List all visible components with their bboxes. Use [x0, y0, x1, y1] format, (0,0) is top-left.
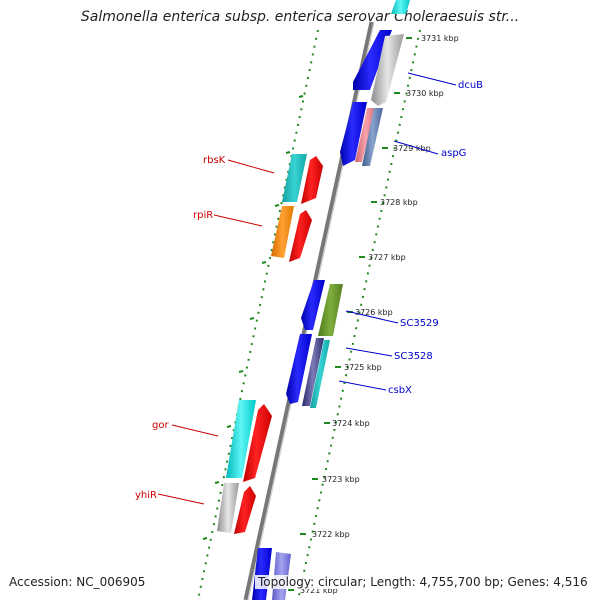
- gene-arrow-dcub-grey[interactable]: [371, 34, 404, 106]
- left-gene-labels: rbsK rpiR gor yhiR: [135, 155, 275, 505]
- gene-arrow-yhir[interactable]: [234, 486, 256, 534]
- gene-arrow-sc3528[interactable]: [302, 338, 324, 406]
- gene-arrow-rbsk[interactable]: [301, 156, 323, 204]
- gene-arrow-rpir-orange[interactable]: [271, 206, 294, 258]
- left-tick-ruler: [197, 29, 319, 600]
- gene-arrow-sc3529-blue[interactable]: [301, 280, 325, 330]
- scale-label: 3727 kbp: [368, 253, 406, 262]
- gene-arrow-gor-cyan[interactable]: [226, 400, 256, 478]
- gene-arrow-aspg-pink[interactable]: [355, 108, 376, 162]
- gene-label-rbsk[interactable]: rbsK: [203, 155, 226, 166]
- gene-label-rpir[interactable]: rpiR: [193, 210, 213, 221]
- scale-label: 3730 kbp: [406, 89, 444, 98]
- left-major-ticks: [202, 95, 304, 540]
- gene-label-aspg[interactable]: aspG: [441, 148, 466, 159]
- gene-arrow-sc3529[interactable]: [318, 284, 343, 336]
- accession-text: Accession: NC_006905: [9, 575, 146, 589]
- scale-label: 3729 kbp: [393, 144, 431, 153]
- gene-arrow-rbsk-teal[interactable]: [282, 154, 307, 202]
- gene-arrow-dcub[interactable]: [353, 30, 392, 90]
- topology-text: Topology: circular; Length: 4,755,700 bp…: [255, 575, 591, 589]
- gene-label-dcub[interactable]: dcuB: [458, 80, 483, 91]
- scale-label: 3728 kbp: [380, 198, 418, 207]
- right-gene-labels: dcuB aspG SC3529 SC3528 csbX: [338, 72, 483, 396]
- scale-label: 3731 kbp: [421, 34, 459, 43]
- scale-label: 3726 kbp: [355, 308, 393, 317]
- gene-label-sc3529[interactable]: SC3529: [400, 318, 439, 329]
- genome-title: Salmonella enterica subsp. enterica sero…: [80, 9, 520, 25]
- gene-arrow-blue-mid[interactable]: [340, 102, 367, 166]
- scale-label: 3723 kbp: [322, 475, 360, 484]
- scale-label: 3724 kbp: [332, 419, 370, 428]
- gene-arrow-sc3528-blue[interactable]: [286, 334, 312, 404]
- scale-label: 3725 kbp: [344, 363, 382, 372]
- gene-label-yhir[interactable]: yhiR: [135, 490, 157, 501]
- scale-label: 3721 kbp: [300, 586, 338, 595]
- right-tick-ruler: [297, 29, 421, 600]
- scale-label: 3722 kbp: [312, 530, 350, 539]
- gene-arrow-gor[interactable]: [243, 404, 272, 482]
- gene-label-csbx[interactable]: csbX: [388, 385, 412, 396]
- gene-arrow-cyan-top[interactable]: [391, 0, 410, 14]
- gene-arrow-rpir[interactable]: [289, 210, 312, 262]
- gene-label-sc3528[interactable]: SC3528: [394, 351, 433, 362]
- gene-arrow-yhir-grey[interactable]: [217, 483, 239, 533]
- gene-label-gor[interactable]: gor: [152, 420, 169, 431]
- gene-arrow-csbx[interactable]: [310, 340, 330, 408]
- gene-arrow-aspg[interactable]: [362, 108, 383, 166]
